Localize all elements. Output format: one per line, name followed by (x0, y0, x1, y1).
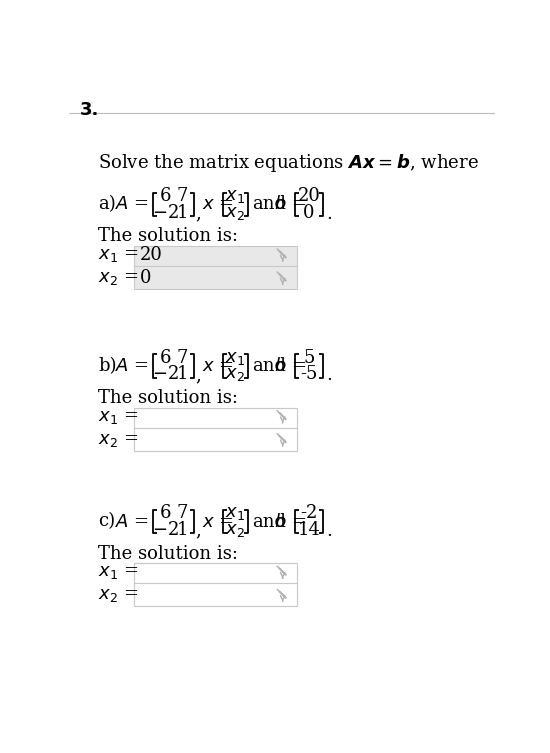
Text: $b$ =: $b$ = (274, 357, 306, 375)
Text: and: and (252, 195, 285, 213)
Text: 6: 6 (160, 504, 172, 522)
Text: .: . (326, 522, 332, 540)
Text: $x_2$: $x_2$ (226, 365, 245, 383)
Text: $x_2$: $x_2$ (226, 204, 245, 222)
Text: c): c) (98, 513, 116, 531)
Text: $x_1$: $x_1$ (226, 187, 245, 205)
Text: b): b) (98, 357, 117, 375)
Text: $A$ =: $A$ = (116, 195, 150, 213)
Text: 1: 1 (177, 521, 189, 539)
Text: $x_1$ =: $x_1$ = (98, 246, 139, 264)
Text: The solution is:: The solution is: (98, 227, 238, 245)
Text: $-$2: $-$2 (152, 204, 179, 222)
Text: ,: , (195, 205, 201, 223)
Text: Solve the matrix equations $\mathbfit{Ax} = \mathbfit{b}$, where: Solve the matrix equations $\mathbfit{Ax… (98, 152, 479, 174)
Text: 0: 0 (303, 204, 315, 222)
Text: ,: , (195, 522, 201, 540)
Text: 1: 1 (177, 365, 189, 383)
Text: The solution is:: The solution is: (98, 544, 238, 562)
Text: $x$ =: $x$ = (202, 195, 234, 213)
Text: $x_2$ =: $x_2$ = (98, 587, 139, 605)
Text: $b$ =: $b$ = (274, 513, 306, 531)
Text: 1: 1 (177, 204, 189, 222)
Text: a): a) (98, 195, 116, 213)
Text: 14: 14 (298, 521, 321, 539)
Text: $A$ =: $A$ = (116, 513, 150, 531)
Text: $x_1$ =: $x_1$ = (98, 408, 139, 426)
Text: $x_1$: $x_1$ (226, 504, 245, 522)
Text: .: . (326, 366, 332, 384)
Text: $x_2$ =: $x_2$ = (98, 270, 139, 287)
Text: 7: 7 (177, 349, 188, 367)
Text: 7: 7 (177, 504, 188, 522)
Text: $x_2$: $x_2$ (226, 521, 245, 539)
Text: .: . (326, 205, 332, 223)
Text: -5: -5 (300, 365, 318, 383)
Text: -2: -2 (300, 504, 318, 522)
Text: 5: 5 (303, 349, 315, 367)
Text: $x_1$: $x_1$ (226, 349, 245, 367)
Text: 6: 6 (160, 187, 172, 205)
Text: ,: , (195, 366, 201, 384)
FancyBboxPatch shape (134, 407, 298, 451)
Text: $x_1$ =: $x_1$ = (98, 563, 139, 581)
FancyBboxPatch shape (134, 246, 298, 289)
Text: 7: 7 (177, 187, 188, 205)
FancyBboxPatch shape (134, 563, 298, 606)
Text: and: and (252, 513, 285, 531)
Text: $b$ =: $b$ = (274, 195, 306, 213)
Text: 6: 6 (160, 349, 172, 367)
Text: 20: 20 (140, 246, 163, 264)
Text: 3.: 3. (80, 101, 99, 119)
Text: $x$ =: $x$ = (202, 513, 234, 531)
Text: $-$2: $-$2 (152, 365, 179, 383)
Text: 20: 20 (298, 187, 321, 205)
Text: $x_2$ =: $x_2$ = (98, 431, 139, 449)
Text: 0: 0 (140, 270, 152, 287)
Text: and: and (252, 357, 285, 375)
Text: The solution is:: The solution is: (98, 389, 238, 407)
Text: $x$ =: $x$ = (202, 357, 234, 375)
Text: $A$ =: $A$ = (116, 357, 150, 375)
Text: $-$2: $-$2 (152, 521, 179, 539)
